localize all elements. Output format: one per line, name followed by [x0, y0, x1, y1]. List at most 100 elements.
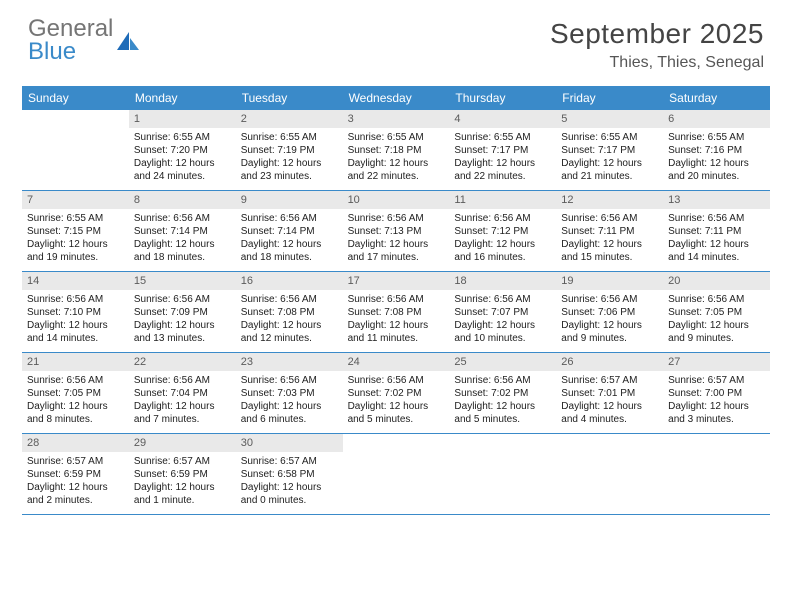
sunset-text: Sunset: 7:12 PM: [454, 225, 551, 238]
weeks-container: 1Sunrise: 6:55 AMSunset: 7:20 PMDaylight…: [22, 110, 770, 515]
sunset-text: Sunset: 7:07 PM: [454, 306, 551, 319]
day-body: Sunrise: 6:55 AMSunset: 7:15 PMDaylight:…: [22, 209, 129, 270]
sunset-text: Sunset: 6:59 PM: [27, 468, 124, 481]
sunrise-text: Sunrise: 6:56 AM: [454, 374, 551, 387]
day-cell: 20Sunrise: 6:56 AMSunset: 7:05 PMDayligh…: [663, 272, 770, 352]
day-cell: 27Sunrise: 6:57 AMSunset: 7:00 PMDayligh…: [663, 353, 770, 433]
day-number: 3: [343, 110, 450, 128]
day-body: Sunrise: 6:56 AMSunset: 7:08 PMDaylight:…: [343, 290, 450, 351]
daylight-text: Daylight: 12 hours and 6 minutes.: [241, 400, 338, 426]
day-number: 15: [129, 272, 236, 290]
day-number: 23: [236, 353, 343, 371]
day-number: 16: [236, 272, 343, 290]
day-number: 10: [343, 191, 450, 209]
sunset-text: Sunset: 7:02 PM: [454, 387, 551, 400]
day-cell: [449, 434, 556, 514]
day-number: 1: [129, 110, 236, 128]
day-cell: 15Sunrise: 6:56 AMSunset: 7:09 PMDayligh…: [129, 272, 236, 352]
calendar: Sunday Monday Tuesday Wednesday Thursday…: [22, 86, 770, 515]
week-row: 1Sunrise: 6:55 AMSunset: 7:20 PMDaylight…: [22, 110, 770, 191]
day-cell: 8Sunrise: 6:56 AMSunset: 7:14 PMDaylight…: [129, 191, 236, 271]
day-cell: 17Sunrise: 6:56 AMSunset: 7:08 PMDayligh…: [343, 272, 450, 352]
daylight-text: Daylight: 12 hours and 15 minutes.: [561, 238, 658, 264]
sunrise-text: Sunrise: 6:55 AM: [454, 131, 551, 144]
logo-word2: Blue: [28, 38, 76, 65]
day-body: Sunrise: 6:56 AMSunset: 7:02 PMDaylight:…: [449, 371, 556, 432]
day-body: Sunrise: 6:57 AMSunset: 6:58 PMDaylight:…: [236, 452, 343, 513]
day-body: Sunrise: 6:56 AMSunset: 7:14 PMDaylight:…: [129, 209, 236, 270]
day-number: 24: [343, 353, 450, 371]
sunset-text: Sunset: 7:17 PM: [561, 144, 658, 157]
day-body: Sunrise: 6:55 AMSunset: 7:17 PMDaylight:…: [556, 128, 663, 189]
title-block: September 2025 Thies, Thies, Senegal: [550, 18, 764, 72]
sunrise-text: Sunrise: 6:55 AM: [241, 131, 338, 144]
day-body: Sunrise: 6:56 AMSunset: 7:02 PMDaylight:…: [343, 371, 450, 432]
day-number: 12: [556, 191, 663, 209]
day-number: 6: [663, 110, 770, 128]
sunset-text: Sunset: 6:59 PM: [134, 468, 231, 481]
sunset-text: Sunset: 7:05 PM: [668, 306, 765, 319]
sunrise-text: Sunrise: 6:56 AM: [454, 212, 551, 225]
day-cell: 10Sunrise: 6:56 AMSunset: 7:13 PMDayligh…: [343, 191, 450, 271]
day-number: 5: [556, 110, 663, 128]
day-body: Sunrise: 6:57 AMSunset: 7:01 PMDaylight:…: [556, 371, 663, 432]
sunset-text: Sunset: 7:18 PM: [348, 144, 445, 157]
day-cell: 23Sunrise: 6:56 AMSunset: 7:03 PMDayligh…: [236, 353, 343, 433]
daylight-text: Daylight: 12 hours and 21 minutes.: [561, 157, 658, 183]
daylight-text: Daylight: 12 hours and 12 minutes.: [241, 319, 338, 345]
sunrise-text: Sunrise: 6:56 AM: [134, 374, 231, 387]
sunrise-text: Sunrise: 6:55 AM: [27, 212, 124, 225]
weekday-monday: Monday: [129, 86, 236, 110]
sunrise-text: Sunrise: 6:55 AM: [134, 131, 231, 144]
sunrise-text: Sunrise: 6:56 AM: [348, 374, 445, 387]
day-cell: 30Sunrise: 6:57 AMSunset: 6:58 PMDayligh…: [236, 434, 343, 514]
day-body: Sunrise: 6:56 AMSunset: 7:11 PMDaylight:…: [663, 209, 770, 270]
sunrise-text: Sunrise: 6:55 AM: [561, 131, 658, 144]
week-row: 21Sunrise: 6:56 AMSunset: 7:05 PMDayligh…: [22, 353, 770, 434]
day-body: Sunrise: 6:56 AMSunset: 7:03 PMDaylight:…: [236, 371, 343, 432]
sunrise-text: Sunrise: 6:56 AM: [134, 293, 231, 306]
day-cell: 7Sunrise: 6:55 AMSunset: 7:15 PMDaylight…: [22, 191, 129, 271]
weekday-row: Sunday Monday Tuesday Wednesday Thursday…: [22, 86, 770, 110]
sunset-text: Sunset: 7:08 PM: [348, 306, 445, 319]
day-cell: 22Sunrise: 6:56 AMSunset: 7:04 PMDayligh…: [129, 353, 236, 433]
sunset-text: Sunset: 7:06 PM: [561, 306, 658, 319]
day-body: Sunrise: 6:56 AMSunset: 7:06 PMDaylight:…: [556, 290, 663, 351]
sunrise-text: Sunrise: 6:55 AM: [348, 131, 445, 144]
daylight-text: Daylight: 12 hours and 4 minutes.: [561, 400, 658, 426]
daylight-text: Daylight: 12 hours and 10 minutes.: [454, 319, 551, 345]
sunset-text: Sunset: 7:13 PM: [348, 225, 445, 238]
day-number: 30: [236, 434, 343, 452]
daylight-text: Daylight: 12 hours and 1 minute.: [134, 481, 231, 507]
weekday-wednesday: Wednesday: [343, 86, 450, 110]
day-cell: [556, 434, 663, 514]
daylight-text: Daylight: 12 hours and 11 minutes.: [348, 319, 445, 345]
day-number: 21: [22, 353, 129, 371]
day-number: 25: [449, 353, 556, 371]
day-cell: 18Sunrise: 6:56 AMSunset: 7:07 PMDayligh…: [449, 272, 556, 352]
sunset-text: Sunset: 7:11 PM: [668, 225, 765, 238]
day-number: 28: [22, 434, 129, 452]
day-cell: 3Sunrise: 6:55 AMSunset: 7:18 PMDaylight…: [343, 110, 450, 190]
week-row: 14Sunrise: 6:56 AMSunset: 7:10 PMDayligh…: [22, 272, 770, 353]
day-cell: 5Sunrise: 6:55 AMSunset: 7:17 PMDaylight…: [556, 110, 663, 190]
day-body: Sunrise: 6:56 AMSunset: 7:10 PMDaylight:…: [22, 290, 129, 351]
day-body: Sunrise: 6:55 AMSunset: 7:17 PMDaylight:…: [449, 128, 556, 189]
day-number: 13: [663, 191, 770, 209]
day-cell: 9Sunrise: 6:56 AMSunset: 7:14 PMDaylight…: [236, 191, 343, 271]
day-number: 19: [556, 272, 663, 290]
daylight-text: Daylight: 12 hours and 3 minutes.: [668, 400, 765, 426]
daylight-text: Daylight: 12 hours and 14 minutes.: [668, 238, 765, 264]
day-number: 20: [663, 272, 770, 290]
day-number: 18: [449, 272, 556, 290]
sunset-text: Sunset: 7:10 PM: [27, 306, 124, 319]
month-title: September 2025: [550, 18, 764, 50]
daylight-text: Daylight: 12 hours and 16 minutes.: [454, 238, 551, 264]
day-body: Sunrise: 6:56 AMSunset: 7:13 PMDaylight:…: [343, 209, 450, 270]
sunset-text: Sunset: 7:00 PM: [668, 387, 765, 400]
day-cell: [663, 434, 770, 514]
day-cell: 29Sunrise: 6:57 AMSunset: 6:59 PMDayligh…: [129, 434, 236, 514]
day-body: Sunrise: 6:56 AMSunset: 7:12 PMDaylight:…: [449, 209, 556, 270]
day-cell: 19Sunrise: 6:56 AMSunset: 7:06 PMDayligh…: [556, 272, 663, 352]
day-cell: 14Sunrise: 6:56 AMSunset: 7:10 PMDayligh…: [22, 272, 129, 352]
